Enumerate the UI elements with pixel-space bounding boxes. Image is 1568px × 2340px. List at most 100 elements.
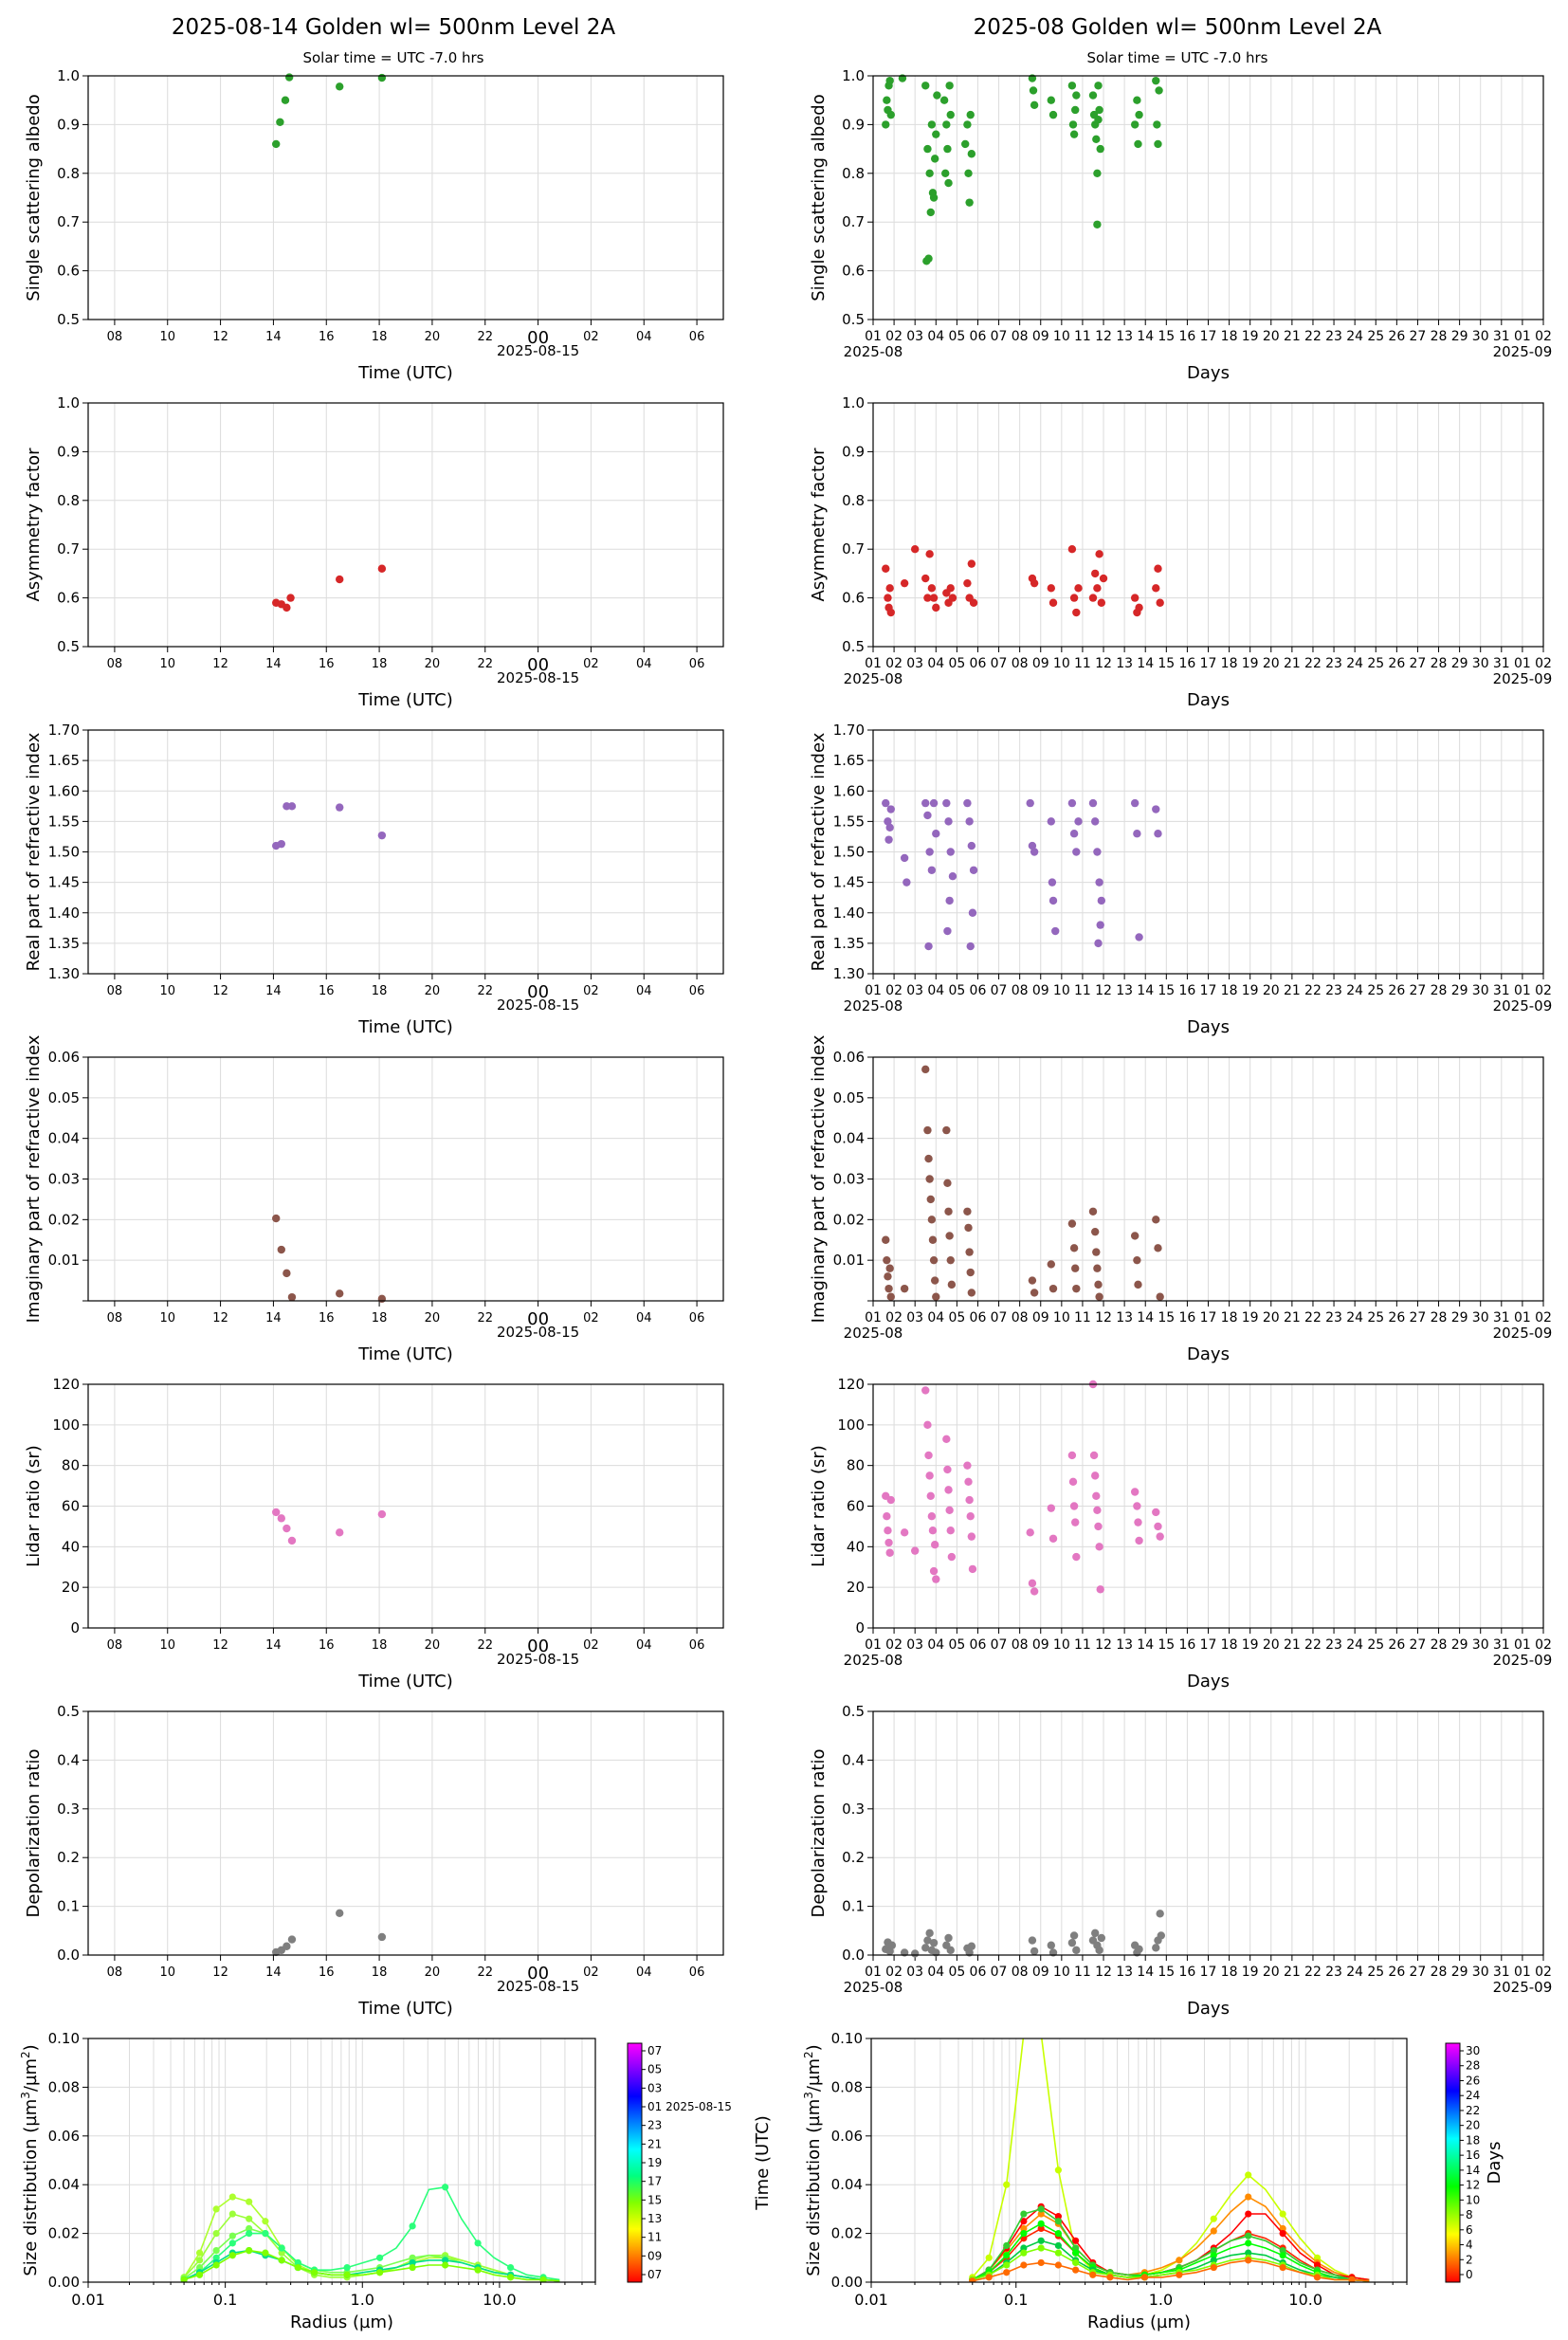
- imag-monthly-xtick-label: 17: [1200, 1310, 1217, 1325]
- size-monthly-series-point: [1313, 2254, 1322, 2261]
- ssa-monthly-xtick-label: 03: [906, 329, 923, 344]
- real-monthly-point: [1030, 848, 1039, 856]
- imag-monthly-point: [926, 1195, 935, 1204]
- real-monthly-xtick-label: 07: [991, 983, 1008, 998]
- size-daily-ytick-label: 0.04: [48, 2176, 80, 2193]
- imag-monthly-xtick-label: 08: [1012, 1310, 1029, 1325]
- depol-monthly-ytick-label: 0.1: [842, 1898, 865, 1915]
- size-daily-series-point: [409, 2258, 416, 2267]
- size-monthly-series-point: [1245, 2257, 1252, 2264]
- lidar-monthly-point: [1072, 1552, 1081, 1562]
- size-daily-series-point: [441, 2257, 449, 2264]
- lidar-monthly-xtick-label: 30: [1472, 1637, 1489, 1653]
- ssa-monthly-point: [883, 96, 891, 104]
- imag-monthly-month-start: 2025-08: [844, 1325, 903, 1342]
- lidar-monthly-xtick-label: 24: [1346, 1637, 1363, 1653]
- lidar-daily-xtick-label: 10: [159, 1638, 175, 1653]
- real-monthly-xtick-label: 12: [1095, 983, 1112, 998]
- ssa-monthly-point: [944, 178, 953, 188]
- size-monthly-ylabel: Size distribution (µm3/µm2): [802, 2044, 824, 2276]
- asym-monthly-point: [932, 603, 940, 612]
- size-daily-series-point: [441, 2184, 449, 2191]
- lidar-monthly-point: [943, 1465, 952, 1474]
- lidar-monthly-point: [947, 1552, 957, 1562]
- imag-daily-xtick-label: 20: [425, 1311, 441, 1325]
- lidar-monthly-xtick-label: 15: [1158, 1637, 1175, 1653]
- real-daily-point: [336, 803, 344, 812]
- depol-daily-ytick-label: 0.3: [57, 1801, 80, 1818]
- asym-daily-ytick-label: 0.8: [57, 492, 80, 509]
- real-monthly-point: [925, 848, 934, 856]
- size-daily-series-line: [183, 2249, 560, 2282]
- depol-daily-ytick-label: 0.0: [57, 1947, 80, 1964]
- depol-daily-ylabel: Depolarization ratio: [24, 1749, 44, 1918]
- lidar-monthly-point: [964, 1477, 973, 1487]
- lidar-monthly-xtick-label: 02: [1535, 1637, 1552, 1653]
- asym-monthly-xtick-label: 20: [1263, 656, 1280, 671]
- real-monthly-point: [1154, 830, 1162, 838]
- size-monthly-series-point: [1072, 2258, 1080, 2267]
- lidar-monthly-point: [886, 1495, 895, 1505]
- ssa-daily-ytick-label: 0.6: [57, 263, 80, 280]
- depol-monthly-xtick-label: 05: [948, 1965, 965, 1980]
- asym-monthly-point: [1135, 603, 1143, 612]
- size-daily-ytick-label: 0.02: [48, 2225, 80, 2242]
- ssa-monthly-point: [1133, 96, 1141, 104]
- asym-monthly-xtick-label: 25: [1367, 656, 1384, 671]
- imag-daily-frame: [87, 1056, 724, 1302]
- real-daily-point: [287, 802, 297, 811]
- real-monthly-xtick-label: 02: [1535, 983, 1552, 998]
- size-monthly-series-point: [1106, 2274, 1114, 2281]
- panel-imag-monthly: 01 02 03 04 05 06 07 08 09 10 11 12 13 14 15 16 17 18 19 20…: [809, 1034, 1552, 1364]
- imag-monthly-point: [967, 1289, 976, 1297]
- size-monthly-series-point: [1037, 2205, 1045, 2213]
- lidar-monthly-point: [1095, 1543, 1103, 1551]
- lidar-monthly-xtick-label: 03: [906, 1637, 923, 1653]
- depol-monthly-point: [1069, 1931, 1079, 1940]
- real-monthly-point: [884, 835, 893, 844]
- size-monthly-series-point: [1210, 2246, 1217, 2255]
- ssa-daily-xtick-label: 22: [477, 330, 493, 344]
- size-daily-xtick-label: 0.1: [213, 2291, 237, 2309]
- ssa-monthly-point: [925, 169, 934, 177]
- lidar-monthly-point: [942, 1435, 951, 1444]
- left-figure-subtitle: Solar time = UTC -7.0 hrs: [302, 49, 483, 66]
- asym-daily-ytick-label: 0.6: [57, 590, 80, 607]
- lidar-monthly-xtick-label: 31: [1493, 1637, 1510, 1653]
- real-monthly-xlabel: Days: [1187, 1017, 1230, 1037]
- size-daily-ytick-label: 0.08: [48, 2078, 80, 2095]
- size-monthly-series-point: [1037, 2224, 1045, 2233]
- ssa-monthly-point: [1093, 220, 1102, 229]
- real-daily-ytick-label: 1.50: [48, 844, 80, 861]
- size-monthly-cbar-tick-label: 8: [1466, 2208, 1473, 2221]
- real-daily-ylabel: Real part of refractive index: [24, 732, 44, 971]
- asym-monthly-point: [923, 594, 932, 602]
- lidar-monthly-ytick-label: 0: [855, 1619, 865, 1636]
- imag-daily-xtick-label: 22: [477, 1311, 493, 1325]
- lidar-daily-xtick-label: 08: [107, 1638, 123, 1653]
- asym-monthly-xtick-label: 13: [1116, 656, 1133, 671]
- imag-daily-date-label: 2025-08-15: [497, 1324, 579, 1341]
- size-daily-cbar-tick-label: 19: [647, 2156, 662, 2169]
- ssa-monthly-point: [966, 110, 975, 119]
- imag-monthly-point: [932, 1292, 940, 1301]
- size-monthly-series-point: [1313, 2274, 1322, 2281]
- imag-monthly-xtick-label: 06: [970, 1310, 987, 1325]
- size-monthly-cbar-tick-label: 12: [1466, 2179, 1480, 2192]
- ssa-daily-xtick-label: 04: [636, 330, 652, 344]
- real-monthly-point: [946, 848, 955, 856]
- lidar-daily-xtick-label: 22: [477, 1638, 493, 1653]
- size-monthly-colorbar: [1445, 2042, 1461, 2283]
- ssa-monthly-month-start: 2025-08: [844, 343, 903, 360]
- ssa-monthly-xtick-label: 12: [1095, 329, 1112, 344]
- size-daily-xtick-label: 10.0: [483, 2291, 517, 2309]
- real-monthly-xtick-label: 24: [1346, 983, 1363, 998]
- real-daily-xtick-label: 18: [372, 984, 388, 998]
- asym-monthly-xtick-label: 19: [1242, 656, 1259, 671]
- imag-monthly-point: [1133, 1255, 1141, 1265]
- ssa-daily-ylabel: Single scattering albedo: [24, 94, 44, 301]
- real-daily-ytick-label: 1.30: [48, 965, 80, 982]
- lidar-monthly-point: [1093, 1506, 1102, 1514]
- imag-monthly-point: [885, 1264, 894, 1272]
